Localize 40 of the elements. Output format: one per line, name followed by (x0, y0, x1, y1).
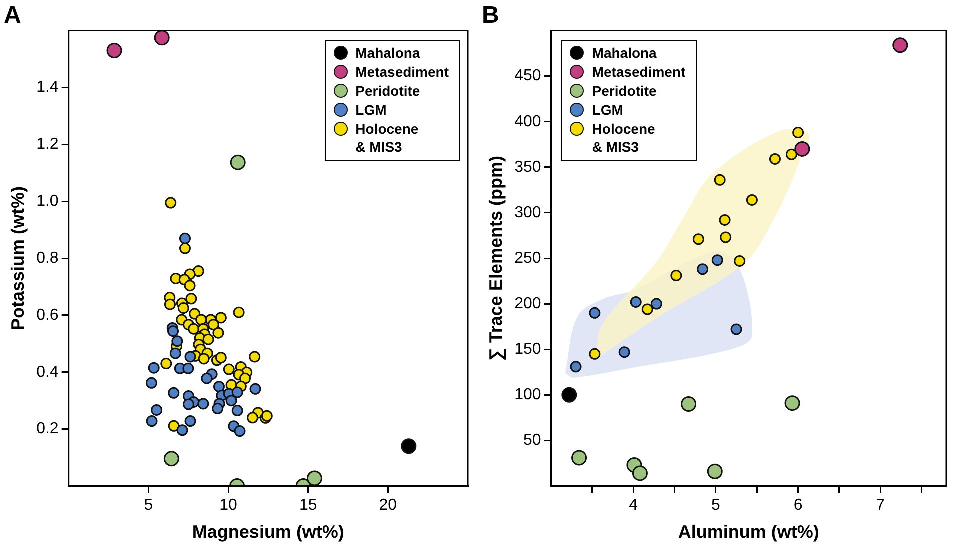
y-tick-label: 0.8 (36, 250, 59, 267)
legend-label: LGM (356, 100, 388, 119)
x-tick-label: 15 (299, 497, 318, 514)
y-tick-label: 50 (524, 432, 542, 450)
x-axis-title: Aluminum (wt%) (678, 522, 820, 542)
x-tick-label: 6 (794, 497, 803, 514)
y-tick-label: 200 (514, 295, 542, 312)
y-tick-label: 0.6 (36, 306, 59, 324)
y-tick-label: 0.2 (36, 420, 59, 438)
x-tick-label: 7 (876, 497, 886, 514)
y-tick-label: 350 (514, 158, 542, 176)
x-tick-label: 20 (379, 497, 398, 514)
legend-label: Metasediment (356, 62, 450, 81)
y-tick-label: 400 (514, 113, 542, 130)
x-tick-label: 4 (629, 497, 638, 514)
y-axis-title: ∑ Trace Elements (ppm) (486, 156, 506, 361)
y-tick-label: 150 (514, 340, 542, 358)
y-tick-label: 250 (514, 250, 542, 267)
y-tick-label: 1.4 (36, 79, 59, 96)
y-tick-label: 450 (514, 68, 542, 85)
legend-label: Peridotite (356, 82, 422, 100)
legend-label: Holocene & MIS3 (592, 120, 656, 156)
y-tick-label: 100 (514, 386, 542, 404)
x-tick-label: 5 (712, 497, 721, 514)
y-axis-title: Potassium (wt%) (8, 186, 28, 331)
x-tick-label: 10 (220, 497, 238, 514)
legend-label: Metasediment (592, 62, 687, 81)
y-tick-label: 300 (514, 204, 542, 222)
y-tick-label: 0.4 (36, 364, 59, 381)
y-tick-label: 1.0 (36, 192, 59, 210)
chart-title: B (482, 2, 500, 30)
x-axis-title: Magnesium (wt%) (192, 522, 344, 542)
legend-label: Mahalona (356, 44, 422, 62)
y-tick-label: 1.2 (36, 136, 59, 154)
legend-label: Mahalona (592, 44, 658, 62)
x-tick-label: 5 (144, 497, 154, 514)
legend-label: Peridotite (592, 82, 658, 100)
legend-label: Holocene & MIS3 (356, 120, 420, 156)
legend-label: LGM (592, 100, 624, 119)
chart-title: A (4, 2, 22, 30)
